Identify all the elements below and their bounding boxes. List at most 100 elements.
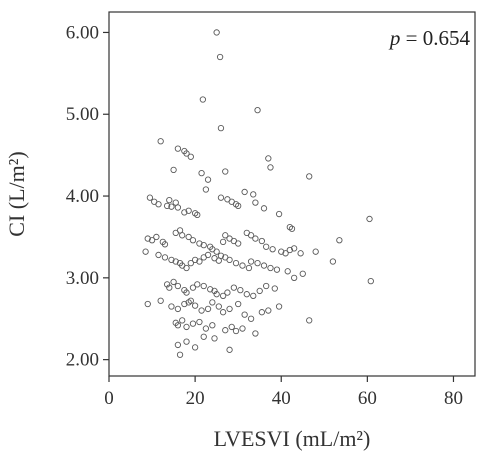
x-tick-label: 0 (104, 388, 114, 409)
data-point (263, 243, 270, 250)
data-point (226, 305, 233, 313)
data-point (247, 232, 255, 239)
data-point (219, 238, 227, 246)
data-point (181, 300, 188, 308)
data-point (265, 307, 272, 314)
data-point (235, 240, 242, 247)
x-axis-title: LVESVI (mL/m²) (214, 426, 371, 451)
y-tick-label: 3.00 (66, 268, 99, 289)
data-point (157, 297, 164, 304)
data-point (247, 315, 255, 322)
y-tick-label: 4.00 (66, 186, 99, 207)
data-point (170, 278, 177, 286)
tick-labels: 0 20 40 60 80 2.00 3.00 4.00 5.00 6.00 (66, 22, 463, 409)
data-point (367, 277, 374, 285)
data-point (219, 292, 227, 299)
data-point (163, 202, 171, 210)
data-point (224, 289, 231, 296)
data-point (239, 262, 246, 269)
data-point (194, 281, 201, 288)
data-point (202, 186, 210, 193)
data-point (198, 307, 205, 314)
data-point (243, 291, 250, 298)
data-point (237, 286, 244, 294)
data-point (204, 305, 212, 313)
data-point (155, 251, 162, 259)
data-point (185, 207, 192, 214)
data-point (366, 215, 373, 223)
data-point (230, 284, 238, 291)
data-point (168, 203, 175, 210)
data-point (291, 274, 298, 281)
data-point (163, 281, 171, 288)
data-point (200, 333, 207, 340)
x-tick-label: 80 (444, 388, 463, 409)
data-point (191, 344, 199, 351)
data-point (142, 248, 149, 255)
data-point (213, 248, 220, 255)
data-point (282, 250, 289, 257)
data-point (209, 299, 216, 306)
data-point (252, 199, 259, 206)
data-point (252, 235, 259, 242)
data-point (222, 327, 229, 334)
data-point (299, 270, 306, 277)
data-point (239, 325, 246, 332)
data-point (336, 237, 343, 244)
x-tick-label: 20 (186, 388, 205, 409)
y-tick-label: 5.00 (66, 104, 99, 125)
data-point (241, 188, 248, 196)
data-point (183, 338, 190, 345)
data-point (172, 258, 179, 265)
data-point (278, 248, 285, 255)
data-point (189, 284, 197, 291)
data-point (267, 164, 274, 171)
data-point (174, 305, 182, 313)
data-point (204, 176, 212, 183)
data-point (250, 292, 257, 299)
data-point (226, 346, 233, 353)
data-point (306, 173, 313, 180)
data-point (297, 250, 304, 257)
data-point (166, 196, 173, 204)
data-point (217, 125, 225, 132)
data-point (168, 256, 175, 263)
data-point (187, 153, 194, 160)
data-point (213, 291, 220, 298)
data-point (232, 327, 240, 335)
data-point (260, 205, 268, 212)
data-point (275, 303, 283, 310)
tick-marks (103, 31, 455, 382)
data-point (271, 285, 278, 292)
data-point (222, 168, 229, 175)
data-point (273, 266, 281, 273)
data-point (269, 246, 276, 253)
data-point (198, 169, 205, 177)
data-point (306, 317, 313, 324)
data-point (194, 211, 201, 219)
data-point (250, 191, 257, 198)
data-point (232, 259, 240, 267)
data-point (275, 210, 283, 218)
data-point (204, 251, 212, 259)
data-point (161, 241, 169, 248)
data-point (174, 341, 182, 349)
data-point (146, 194, 154, 201)
data-point (226, 256, 233, 263)
data-point (265, 155, 272, 162)
data-point (189, 237, 197, 244)
data-point (187, 297, 194, 304)
data-point (219, 309, 227, 316)
y-tick-label: 6.00 (66, 22, 99, 43)
data-point (187, 259, 194, 267)
data-point (245, 264, 253, 272)
data-point (211, 335, 218, 342)
data-point (207, 286, 214, 293)
data-point (247, 258, 255, 265)
data-point (199, 96, 207, 103)
data-point (252, 330, 259, 337)
data-point (191, 302, 199, 309)
data-point (174, 282, 182, 290)
data-point (148, 237, 156, 244)
data-point (196, 240, 203, 247)
